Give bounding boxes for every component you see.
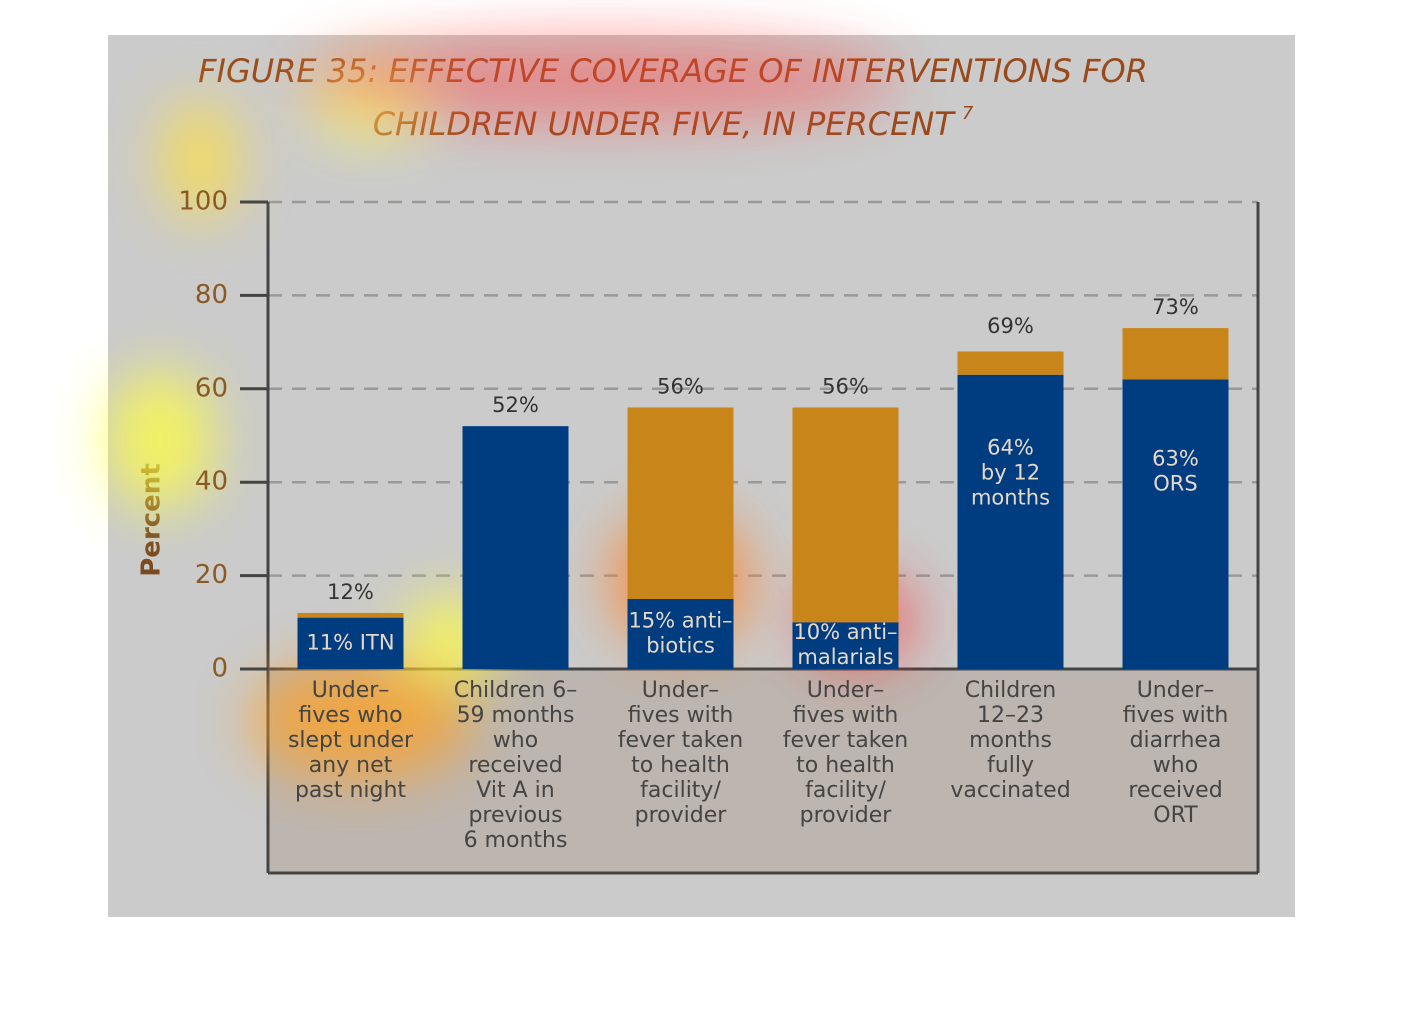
- bar-segment: [627, 407, 734, 599]
- x-tick-label: fever taken: [783, 728, 908, 753]
- bar-inner-label: 10% anti–: [793, 620, 897, 644]
- bar-segment: [297, 617, 404, 669]
- x-tick-label: fully: [987, 753, 1034, 778]
- x-tick-label: fever taken: [618, 728, 743, 753]
- bar-segment: [1122, 328, 1229, 380]
- x-tick-label: months: [969, 728, 1052, 753]
- x-tick-label: who: [493, 728, 538, 753]
- x-tick-label: diarrhea: [1130, 728, 1222, 753]
- y-tick-label: 80: [195, 280, 228, 310]
- x-tick-label: Under–: [1137, 678, 1215, 703]
- y-tick-label: 0: [211, 654, 228, 684]
- x-tick-label: 59 months: [457, 703, 575, 728]
- x-tick-label: Under–: [642, 678, 720, 703]
- bar-inner-label: months: [971, 485, 1050, 509]
- bar-inner-label: by 12: [981, 460, 1040, 484]
- x-tick-label: to health: [631, 753, 730, 778]
- bar-segment: [462, 426, 569, 669]
- total-label: 56%: [657, 374, 704, 398]
- y-tick-label: 100: [178, 187, 228, 217]
- title-note: 7: [962, 103, 974, 124]
- x-tick-label: provider: [635, 803, 728, 828]
- x-tick-label: who: [1153, 753, 1198, 778]
- total-label: 52%: [492, 393, 539, 417]
- x-tick-label: fives who: [298, 703, 402, 728]
- x-tick-label: vaccinated: [950, 778, 1070, 803]
- total-label: 73%: [1152, 295, 1199, 319]
- x-tick-label: Under–: [807, 678, 885, 703]
- bar-segment: [1122, 379, 1229, 669]
- bar-segment: [792, 622, 899, 669]
- bar-segment: [957, 374, 1064, 669]
- x-tick-label: 12–23: [977, 703, 1044, 728]
- bar-inner-label: 11% ITN: [306, 630, 394, 654]
- x-tick-label: previous: [468, 803, 562, 828]
- bar-inner-label: biotics: [646, 633, 715, 657]
- x-tick-label: fives with: [793, 703, 899, 728]
- bar-inner-label: malarials: [797, 645, 893, 669]
- x-tick-label: facility/: [640, 778, 721, 803]
- bar-inner-label: 63%: [1152, 446, 1199, 470]
- x-tick-label: 6 months: [464, 828, 568, 853]
- total-label: 12%: [327, 580, 374, 604]
- x-tick-label: Under–: [312, 678, 390, 703]
- x-tick-label: facility/: [805, 778, 886, 803]
- x-tick-label: any net: [309, 753, 393, 778]
- x-tick-label: slept under: [288, 728, 414, 753]
- bar-inner-label: 64%: [987, 435, 1034, 459]
- total-label: 56%: [822, 374, 869, 398]
- total-label: 69%: [987, 314, 1034, 338]
- y-tick-label: 60: [195, 373, 228, 403]
- bar-segment: [792, 407, 899, 623]
- y-tick-label: 40: [195, 467, 228, 497]
- bar-inner-label: 15% anti–: [628, 608, 732, 632]
- x-tick-label: Children: [965, 678, 1057, 703]
- x-tick-label: Children 6–: [454, 678, 578, 703]
- x-tick-label: Vit A in: [476, 778, 554, 803]
- x-tick-label: past night: [295, 778, 406, 803]
- bar-segment: [957, 351, 1064, 375]
- bar-inner-label: ORS: [1153, 471, 1197, 495]
- x-tick-label: received: [468, 753, 562, 778]
- x-tick-label: fives with: [628, 703, 734, 728]
- x-tick-label: ORT: [1153, 803, 1198, 828]
- x-tick-label: fives with: [1123, 703, 1229, 728]
- x-tick-label: received: [1128, 778, 1222, 803]
- bar-segment: [297, 612, 404, 618]
- y-tick-label: 20: [195, 560, 228, 590]
- bar-segment: [627, 598, 734, 669]
- x-tick-label: to health: [796, 753, 895, 778]
- x-tick-label: provider: [800, 803, 893, 828]
